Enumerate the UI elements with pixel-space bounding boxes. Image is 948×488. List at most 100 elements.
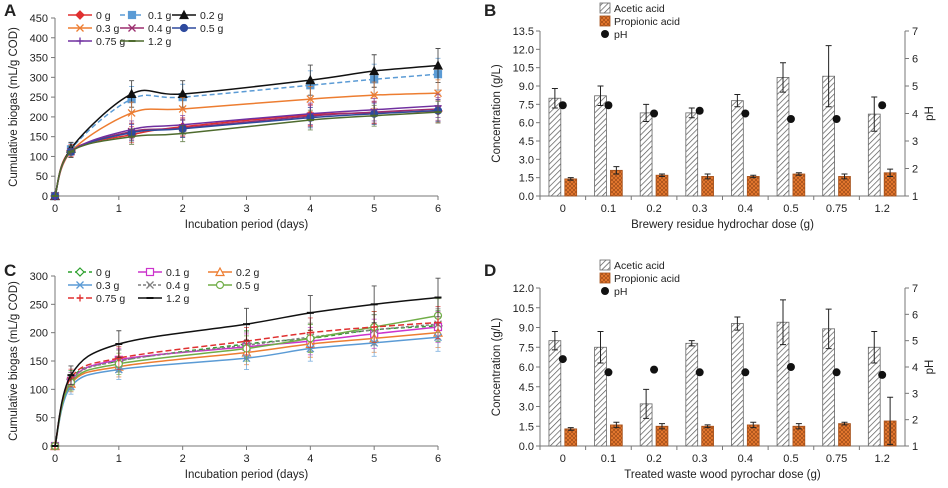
series-line [54, 109, 439, 197]
x-tick-label: 4 [307, 203, 313, 215]
y-axis-title: Concentration (g/L) [491, 64, 503, 163]
y-tick-label: 100 [30, 151, 48, 163]
data-point [178, 105, 187, 113]
acetic-acid-error-bar [780, 62, 787, 93]
y-tick-label: 12.0 [513, 44, 534, 56]
x-axis-title: Treated waste wood pyrochar dose (g) [624, 469, 821, 481]
legend-item: 1.2 g [138, 293, 190, 305]
y2-tick-label: 7 [912, 283, 918, 295]
y2-tick-label: 1 [912, 441, 918, 453]
y-tick-label: 7.5 [519, 342, 534, 354]
legend-label-ph: pH [614, 286, 627, 298]
acetic-acid-error-bar [551, 330, 558, 351]
y-tick-label: 7.5 [519, 99, 534, 111]
panel-label-b: B [484, 1, 496, 20]
acetic-acid-bar [639, 112, 653, 197]
legend-marker [75, 10, 85, 20]
y-tick-label: 0 [42, 441, 48, 453]
y2-tick-label: 3 [912, 136, 918, 148]
y-tick-label: 10.5 [513, 63, 534, 75]
acetic-acid-error-bar [825, 45, 832, 108]
y2-axis-title: pH [924, 106, 936, 121]
y-tick-label: 6.0 [519, 118, 534, 130]
series-0-1g [50, 57, 443, 201]
legend-item-propionic: Propionic acid [599, 15, 680, 28]
y-tick-label: 350 [30, 53, 48, 65]
legend-label-ph: pH [614, 29, 627, 41]
y-axis-title: Cumulative biogas (mL/g COD) [8, 27, 20, 187]
y-tick-label: 0.0 [519, 191, 534, 203]
propionic-acid-error-bar [750, 174, 757, 179]
legend-label: 0.4 g [166, 280, 190, 292]
x-tick-label: 0.1 [601, 453, 616, 465]
y-tick-label: 450 [30, 13, 48, 25]
y-tick-label: 50 [36, 413, 48, 425]
acetic-acid-error-bar [597, 330, 604, 364]
y-tick-label: 3.0 [519, 402, 534, 414]
x-tick-label: 5 [371, 453, 377, 465]
propionic-acid-error-bar [887, 168, 894, 177]
x-tick-label: 1 [116, 203, 122, 215]
legend-label: 0.1 g [166, 267, 190, 279]
data-point [434, 318, 442, 326]
x-tick-label: 0.4 [738, 453, 753, 465]
ph-point [741, 109, 750, 118]
propionic-acid-error-bar [841, 173, 848, 180]
legend-label: 0 g [96, 267, 111, 279]
propionic-acid-error-bar [658, 173, 665, 177]
series-1-2g [51, 277, 442, 447]
x-axis-title: Incubation period (days) [185, 469, 309, 481]
legend-label: 0.4 g [148, 23, 172, 35]
y-tick-label: 10.5 [513, 303, 534, 315]
legend-marker [179, 23, 189, 33]
legend-marker [76, 24, 84, 32]
propionic-acid-error-bar [613, 421, 620, 429]
legend-item: 0.1 g [138, 267, 190, 279]
legend-label: 1.2 g [148, 36, 172, 48]
acetic-acid-error-bar [643, 388, 650, 419]
legend-label-propionic: Propionic acid [614, 273, 680, 285]
y2-tick-label: 4 [912, 109, 918, 121]
series-line [54, 92, 439, 197]
legend-marker [179, 9, 189, 20]
propionic-acid-error-bar [750, 421, 757, 429]
x-tick-label: 0.2 [646, 453, 661, 465]
chart-b: 0.0 1.5 3.0 4.5 6.0 7.5 9.0 10.5 12.0 13.5 1 2 3 4 5 6 7… [491, 2, 936, 231]
legend-marker [215, 266, 225, 277]
x-tick-label: 0.75 [826, 203, 847, 215]
y-tick-label: 250 [30, 92, 48, 104]
propionic-acid-bar [655, 174, 669, 197]
legend-marker [127, 10, 137, 20]
legend-item-acetic: Acetic acid [599, 2, 665, 15]
y-tick-label: 400 [30, 33, 48, 45]
propionic-acid-error-bar [704, 173, 711, 180]
x-tick-label: 1 [116, 453, 122, 465]
data-point [126, 88, 137, 99]
y-axis-title: Cumulative biogas (mL/g COD) [8, 281, 20, 441]
y-tick-label: 50 [36, 171, 48, 183]
ph-point [741, 368, 750, 377]
propionic-acid-bar [701, 425, 714, 447]
x-tick-label: 0.5 [783, 453, 798, 465]
legend-item: 0.4 g [120, 23, 172, 35]
acetic-acid-bar [685, 342, 699, 447]
legend-marker [75, 267, 85, 277]
data-point [305, 74, 316, 85]
propionic-acid-bar [746, 424, 760, 447]
data-point [369, 65, 380, 76]
legend-label-acetic: Acetic acid [614, 260, 665, 272]
ph-point [878, 370, 887, 379]
y-axis-title: Concentration (g/L) [491, 318, 503, 417]
y-tick-label: 6.0 [519, 362, 534, 374]
x-tick-label: 0.2 [646, 203, 661, 215]
y-tick-label: 12.0 [513, 283, 534, 295]
propionic-acid-bar [746, 176, 760, 197]
propionic-acid-error-bar [567, 177, 574, 181]
y2-tick-label: 2 [912, 164, 918, 176]
x-tick-label: 0 [52, 453, 58, 465]
y-tick-label: 3.0 [519, 154, 534, 166]
legend-label-acetic: Acetic acid [614, 3, 665, 15]
x-tick-label: 4 [307, 453, 313, 465]
chart-a: 0 50 100 150 200 250 300 350 400 450 0 1 2 3 4 5 6 Incuba… [8, 9, 443, 231]
chart-c: 0 50 100 150 200 250 300 0 1 2 3 4 5 6 Incubation peri… [8, 266, 443, 481]
